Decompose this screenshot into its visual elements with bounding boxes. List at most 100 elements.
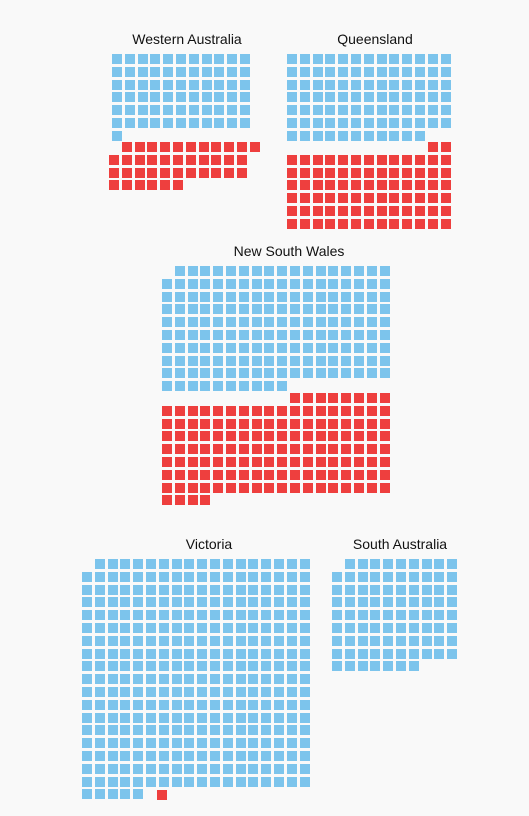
queensland-red-square-74 [376,218,387,229]
new-south-wales-red-square-8 [162,405,172,416]
victoria-blue-square-247 [261,725,272,736]
queensland-red-square-31 [325,180,336,191]
queensland-blue-square-58 [363,105,374,116]
queensland-red-square-32 [338,180,349,191]
western-australia-blue-square-13 [137,66,148,77]
queensland-blue-square-5 [351,54,361,64]
victoria-blue-square-57 [133,597,144,608]
new-south-wales-red-square-51 [251,431,262,442]
south-australia-blue-square-49 [332,623,342,633]
new-south-wales-red-square-135 [174,495,185,506]
new-south-wales-red-square-12 [213,405,224,416]
new-south-wales-red-square-126 [290,482,300,493]
western-australia-red-square-3 [160,142,171,152]
title-queensland: Queensland [337,31,413,47]
new-south-wales-blue-square-9 [290,266,300,276]
western-australia-blue-square-63 [214,118,225,128]
new-south-wales-red-square-60 [366,431,377,442]
new-south-wales-red-square-24 [366,405,377,416]
queensland-blue-square-23 [415,66,425,77]
new-south-wales-blue-square-106 [379,330,390,340]
western-australia-blue-square-19 [214,66,225,77]
new-south-wales-red-square-134 [162,495,172,506]
new-south-wales-blue-square-75 [213,317,224,328]
victoria-blue-square-211 [261,699,272,710]
victoria-blue-square-84 [248,610,259,621]
new-south-wales-red-square-32 [238,418,249,429]
victoria-blue-square-276 [171,751,182,761]
victoria-blue-square-33 [286,571,297,582]
new-south-wales-blue-square-43 [264,291,275,302]
victoria-blue-square-318 [248,776,259,787]
south-australia-blue-square-56 [421,623,432,633]
queensland-blue-square-51 [440,92,451,103]
new-south-wales-blue-square-79 [264,317,275,328]
new-south-wales-blue-square-128 [200,355,211,366]
western-australia-blue-square-15 [163,66,174,77]
western-australia-blue-square-38 [176,92,186,103]
new-south-wales-blue-square-10 [302,266,313,276]
new-south-wales-blue-square-12 [328,266,339,276]
victoria-blue-square-290 [120,763,131,774]
victoria-blue-square-126 [94,648,105,659]
new-south-wales-red-square-61 [379,431,390,442]
south-australia-blue-square-67 [434,635,445,646]
queensland-blue-square-88 [415,130,425,141]
new-south-wales-red-square-20 [315,405,326,416]
new-south-wales-red-square-54 [290,431,300,442]
new-south-wales-blue-square-78 [251,317,262,328]
victoria-blue-square-244 [222,725,233,736]
victoria-blue-square-304 [299,763,310,774]
south-australia-blue-square-12 [370,571,381,582]
victoria-blue-square-137 [235,648,246,659]
victoria-blue-square-310 [146,776,156,787]
victoria-blue-square-139 [261,648,272,659]
south-australia-blue-square-74 [396,648,406,659]
new-south-wales-red-square-108 [290,469,300,480]
western-australia-red-square-0 [121,142,132,152]
new-south-wales-blue-square-33 [366,278,377,289]
south-australia-blue-square-11 [357,571,368,582]
victoria-blue-square-123 [286,635,297,646]
victoria-blue-square-15 [286,559,297,569]
victoria-blue-square-238 [146,725,156,736]
new-south-wales-blue-square-24 [251,278,262,289]
victoria-blue-square-124 [299,635,310,646]
victoria-blue-square-121 [261,635,272,646]
victoria-blue-square-240 [171,725,182,736]
queensland-blue-square-65 [287,118,297,128]
victoria-blue-square-267 [286,738,297,749]
queensland-red-square-50 [402,193,413,204]
new-south-wales-blue-square-142 [379,355,390,366]
new-south-wales-red-square-29 [200,418,211,429]
victoria-blue-square-135 [210,648,220,659]
new-south-wales-blue-square-119 [315,342,326,353]
queensland-blue-square-16 [325,66,336,77]
queensland-red-square-27 [440,167,451,178]
south-australia-blue-square-59 [332,635,342,646]
new-south-wales-red-square-111 [328,469,339,480]
western-australia-blue-square-7 [201,54,212,64]
western-australia-blue-square-39 [188,92,199,103]
new-south-wales-blue-square-88 [379,317,390,328]
victoria-blue-square-192 [248,687,259,697]
queensland-blue-square-4 [338,54,349,64]
victoria-blue-square-115 [184,635,195,646]
western-australia-blue-square-12 [124,66,135,77]
victoria-blue-square-210 [248,699,259,710]
new-south-wales-blue-square-127 [187,355,198,366]
queensland-red-square-29 [299,180,310,191]
victoria-blue-square-160 [299,661,310,672]
victoria-blue-square-174 [248,674,259,685]
western-australia-red-square-35 [134,180,145,191]
new-south-wales-blue-square-16 [379,266,390,276]
south-australia-blue-square-29 [332,597,342,608]
queensland-blue-square-86 [389,130,400,141]
new-south-wales-red-square-98 [162,469,172,480]
queensland-blue-square-74 [402,118,413,128]
south-australia-blue-square-47 [434,610,445,621]
victoria-blue-square-191 [235,687,246,697]
victoria-blue-square-196 [299,687,310,697]
queensland-red-square-42 [299,193,310,204]
victoria-blue-square-234 [94,725,105,736]
